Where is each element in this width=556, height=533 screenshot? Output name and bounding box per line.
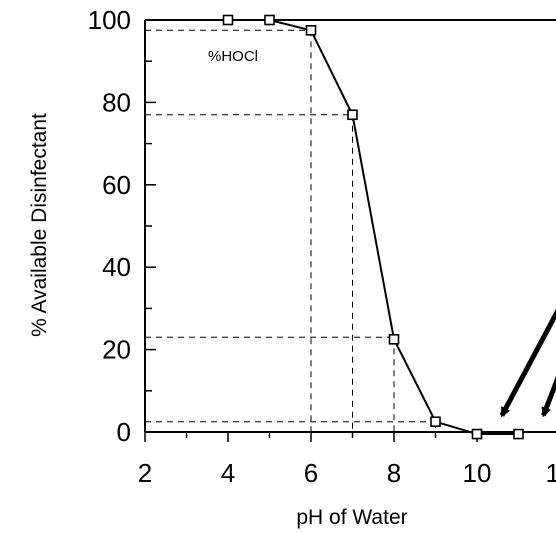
data-point: [471, 428, 483, 440]
data-point: [388, 333, 400, 345]
series-hocl: [222, 14, 524, 440]
arrows: [499, 308, 556, 418]
arrow: [541, 375, 556, 418]
y-tick-label: 20: [102, 335, 131, 365]
data-point: [222, 14, 234, 26]
data-point: [305, 24, 317, 36]
data-point: [264, 14, 275, 26]
y-tick-label: 40: [102, 252, 131, 282]
y-tick-label: 80: [102, 87, 131, 117]
x-tick-label: 10: [463, 458, 492, 488]
data-point: [513, 428, 524, 440]
y-tick-label: 60: [102, 170, 131, 200]
labels: %HOCl pH of Water % Available Disinfecta…: [28, 48, 408, 529]
x-tick-label: 2: [138, 458, 152, 488]
annotation-hocl: %HOCl: [208, 48, 258, 65]
y-axis-label: % Available Disinfectant: [28, 113, 51, 337]
data-point: [347, 109, 358, 121]
x-tick-label: 12: [546, 458, 556, 488]
x-tick-label: 6: [304, 458, 318, 488]
y-tick-label: 0: [117, 417, 131, 447]
data-point: [430, 416, 441, 428]
axes: 0 20 40 60 80 100 2 4 6 8 10 12: [88, 5, 556, 488]
arrow: [499, 308, 556, 418]
x-tick-label: 4: [221, 458, 235, 488]
x-tick-label: 8: [387, 458, 401, 488]
series-line: [228, 19, 519, 436]
y-tick-label: 100: [88, 5, 131, 35]
guide-lines: [145, 29, 436, 432]
x-axis-label: pH of Water: [296, 506, 407, 529]
